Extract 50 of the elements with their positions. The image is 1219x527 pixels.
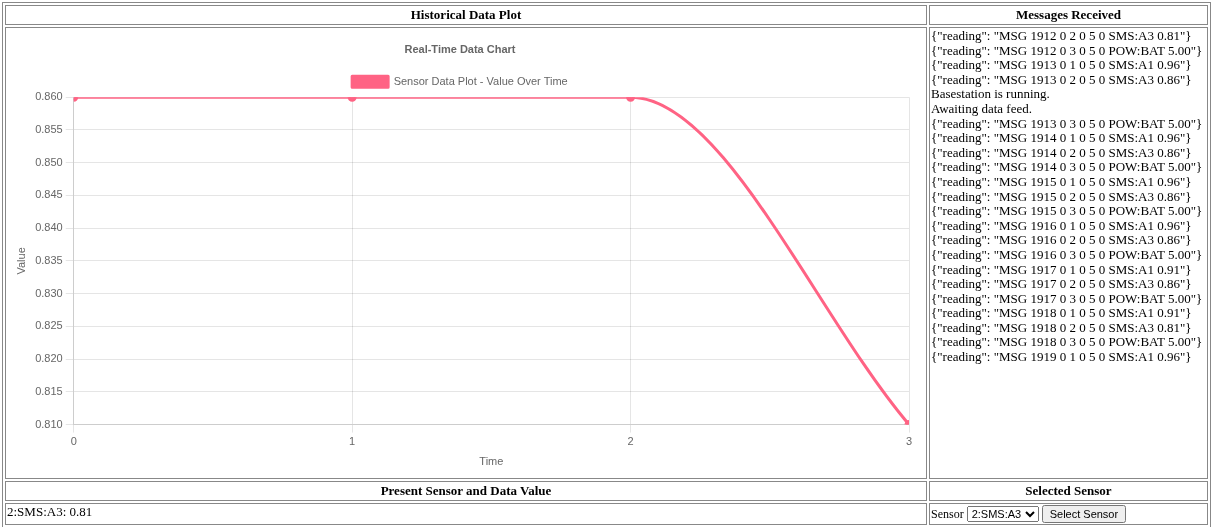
text: Basestation is running.: [931, 86, 1051, 102]
text: {"reading": "MSG 1913 0 1 0 5 0 SMS:A1 0.96"}: [931, 57, 1193, 73]
text: Present Sensor and Data Value: [5, 481, 927, 501]
x-tick-label: 3: [905, 435, 913, 448]
y-tick-label: 0.830: [35, 286, 63, 299]
text: {"reading": "MSG 1912 0 2 0 5 0 SMS:A3 0.81"}: [931, 28, 1193, 44]
text: Sensor: [931, 507, 964, 521]
text: Messages Received: [929, 5, 1208, 25]
text: {"reading": "MSG 1915 0 3 0 5 0 POW:BAT 5.00"}: [931, 203, 1204, 219]
sensor-dropdown: 2:SMS:A3: [966, 506, 1039, 522]
text: {"reading": "MSG 1913 0 2 0 5 0 SMS:A3 0.86"}: [931, 71, 1193, 88]
text: {"reading": "MSG 1917 0 1 0 5 0 SMS:A1 0.91"}: [931, 261, 1193, 278]
y-tick-label: 0.840: [35, 221, 63, 234]
text: {"reading": "MSG 1914 0 2 0 5 0 SMS:A3 0.86"}: [931, 144, 1193, 161]
text: Awaiting data feed.: [931, 100, 1032, 117]
text: {"reading": "MSG 1916 0 2 0 5 0 SMS:A3 0.86"}: [931, 232, 1193, 248]
y-tick-label: 0.835: [35, 253, 63, 266]
y-tick-label: 0.815: [35, 384, 63, 397]
text: {"reading": "MSG 1918 0 1 0 5 0 SMS:A1 0.91"}: [931, 305, 1193, 321]
text: {"reading": "MSG 1916 0 1 0 5 0 SMS:A1 0.96"}: [931, 217, 1193, 234]
y-tick-label: 0.860: [35, 90, 63, 103]
x-tick-label: 2: [627, 435, 634, 448]
y-tick-label: 0.850: [35, 155, 63, 168]
y-tick-label: 0.825: [35, 319, 63, 332]
text: {"reading": "MSG 1912 0 3 0 5 0 POW:BAT 5.00"}: [931, 42, 1204, 59]
text: Select Sensor: [1041, 505, 1127, 523]
text: 2:SMS:A3: 0.81: [7, 504, 94, 520]
legend-label: Sensor Data Plot - Value Over Time: [393, 74, 568, 87]
y-axis-title: Value: [14, 247, 27, 275]
y-tick-label: 0.810: [35, 417, 63, 430]
y-tick-label: 0.820: [35, 352, 63, 365]
text: {"reading": "MSG 1913 0 3 0 5 0 POW:BAT 5.00"}: [931, 115, 1204, 132]
chart-title: Real-Time Data Chart: [404, 42, 516, 55]
x-axis-title: Time: [479, 455, 504, 468]
text: {"reading": "MSG 1919 0 1 0 5 0 SMS:A1 0.96"}: [931, 349, 1193, 365]
text: {"reading": "MSG 1917 0 2 0 5 0 SMS:A3 0.86"}: [931, 276, 1193, 292]
text: Selected Sensor: [929, 481, 1208, 501]
y-tick-label: 0.855: [35, 122, 63, 135]
text: Historical Data Plot: [5, 5, 927, 25]
text: {"reading": "MSG 1915 0 1 0 5 0 SMS:A1 0.96"}: [931, 173, 1193, 190]
x-tick-label: 0: [70, 435, 77, 448]
text: {"reading": "MSG 1914 0 1 0 5 0 SMS:A1 0.96"}: [931, 130, 1193, 146]
y-tick-label: 0.845: [35, 188, 63, 201]
text: {"reading": "MSG 1918 0 2 0 5 0 SMS:A3 0.81"}: [931, 319, 1193, 336]
text: {"reading": "MSG 1918 0 3 0 5 0 POW:BAT 5.00"}: [931, 334, 1204, 351]
text: {"reading": "MSG 1915 0 2 0 5 0 SMS:A3 0.86"}: [931, 188, 1193, 205]
x-tick-label: 1: [349, 435, 356, 448]
text: {"reading": "MSG 1917 0 3 0 5 0 POW:BAT 5.00"}: [931, 290, 1204, 307]
text: {"reading": "MSG 1916 0 3 0 5 0 POW:BAT 5.00"}: [931, 246, 1204, 263]
text: {"reading": "MSG 1914 0 3 0 5 0 POW:BAT 5.00"}: [931, 159, 1204, 175]
